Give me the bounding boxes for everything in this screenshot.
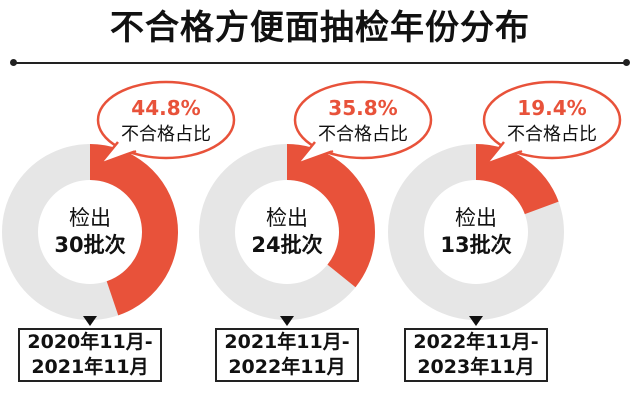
detected-label: 检出 xyxy=(455,206,497,230)
batch-count: 24批次 xyxy=(251,233,323,257)
period-end: 2021年11月 xyxy=(31,356,149,378)
callout-tail-1 xyxy=(98,141,137,166)
donut-center-label-1: 检出 30批次 xyxy=(40,205,140,259)
donut-center-label-3: 检出 13批次 xyxy=(426,205,526,259)
defect-share-value-3: 19.4% xyxy=(517,96,586,120)
callout-bubble-3 xyxy=(482,80,622,160)
period-end: 2023年11月 xyxy=(417,356,535,378)
period-start: 2021年11月- xyxy=(224,331,350,353)
period-pointer-icon xyxy=(280,316,294,326)
callout-bubble-1 xyxy=(96,80,236,160)
detected-label: 检出 xyxy=(69,206,111,230)
defect-share-slice-2 xyxy=(287,144,376,288)
period-start: 2022年11月- xyxy=(413,331,539,353)
callout-tail-2 xyxy=(295,141,334,166)
defect-share-slice-3 xyxy=(476,144,559,215)
period-label-2: 2021年11月- 2022年11月 xyxy=(215,328,359,382)
period-start: 2020年11月- xyxy=(27,331,153,353)
period-pointer-icon xyxy=(469,316,483,326)
detected-label: 检出 xyxy=(266,206,308,230)
batch-count: 30批次 xyxy=(54,233,126,257)
callout-tail-join-2 xyxy=(315,138,334,151)
callout-bubble-2 xyxy=(293,80,433,160)
defect-share-slice-1 xyxy=(90,144,179,316)
callout-tail-join-1 xyxy=(118,138,137,151)
defect-share-caption-2: 不合格占比 xyxy=(318,124,408,145)
defect-share-caption-3: 不合格占比 xyxy=(507,124,597,145)
period-label-1: 2020年11月- 2021年11月 xyxy=(18,328,162,382)
period-label-3: 2022年11月- 2023年11月 xyxy=(404,328,548,382)
callout-tail-3 xyxy=(484,141,523,166)
chart-title: 不合格方便面抽检年份分布 xyxy=(110,8,530,48)
donut-center-label-2: 检出 24批次 xyxy=(237,205,337,259)
callout-tail-join-3 xyxy=(504,138,523,151)
batch-count: 13批次 xyxy=(440,233,512,257)
period-pointer-icon xyxy=(83,316,97,326)
period-end: 2022年11月 xyxy=(228,356,346,378)
divider-dot-left xyxy=(10,59,17,66)
title-divider xyxy=(14,62,626,64)
divider-dot-right xyxy=(623,59,630,66)
defect-share-value-2: 35.8% xyxy=(328,96,397,120)
defect-share-caption-1: 不合格占比 xyxy=(121,124,211,145)
defect-share-value-1: 44.8% xyxy=(131,96,200,120)
